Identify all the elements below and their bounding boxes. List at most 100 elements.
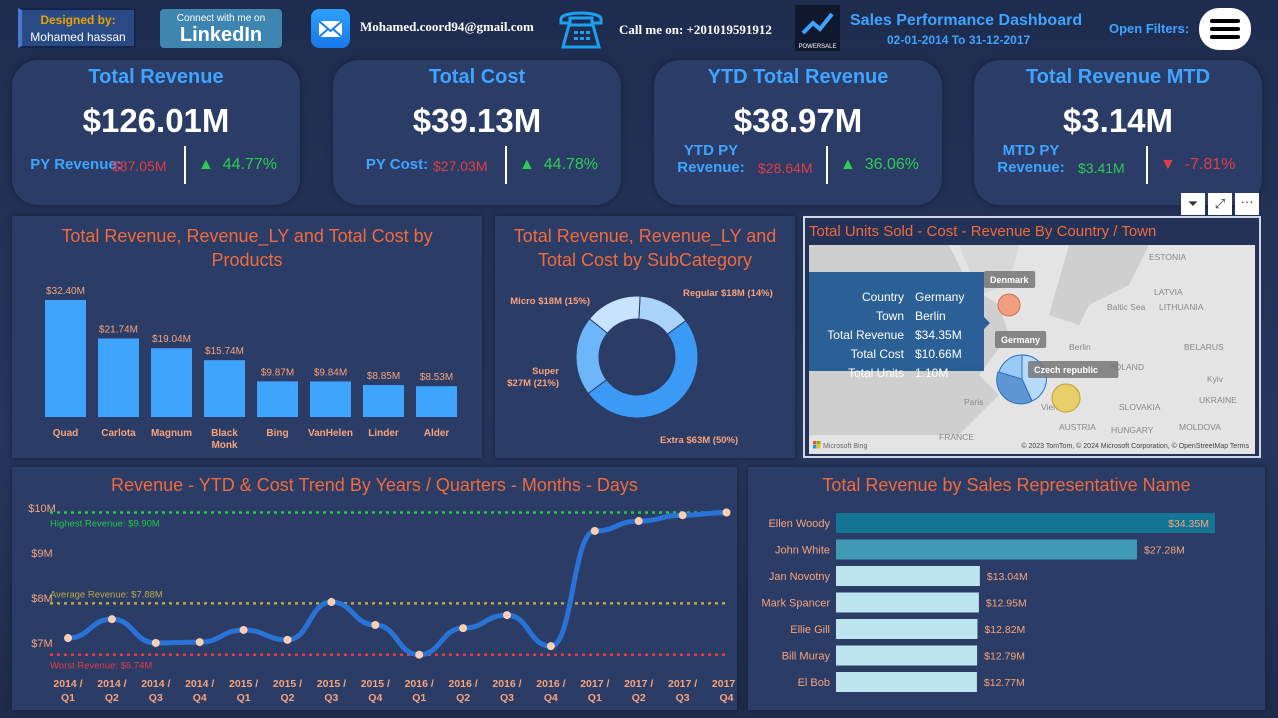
category-label: Alder	[424, 428, 450, 439]
data-point[interactable]	[64, 634, 72, 643]
bar[interactable]	[310, 381, 351, 417]
x-tick-label: 2016 /	[536, 678, 565, 690]
mail-icon[interactable]	[311, 9, 350, 48]
y-tick-label: $8M	[31, 593, 52, 605]
y-tick-label: $7M	[31, 638, 52, 650]
filter-icon[interactable]: ⏷	[1181, 193, 1205, 215]
bar[interactable]	[98, 338, 139, 417]
bar-data-label: $8.85M	[367, 371, 400, 382]
rep-bar[interactable]	[836, 645, 978, 666]
rep-name: El Bob	[798, 677, 830, 689]
map-place-label: BELARUS	[1184, 342, 1224, 352]
data-point[interactable]	[546, 642, 555, 651]
rep-bar[interactable]	[836, 592, 979, 613]
data-point[interactable]	[503, 611, 511, 620]
data-point[interactable]	[151, 639, 160, 647]
slice-label: Super	[532, 366, 559, 377]
kpi-value: $3.14M	[1062, 102, 1174, 139]
map-place-label: ESTONIA	[1149, 252, 1186, 262]
map-place-label: Berlin	[1069, 342, 1091, 352]
data-point[interactable]	[590, 526, 599, 535]
trend-chart-panel: Revenue - YTD & Cost Trend By Years / Qu…	[12, 467, 737, 710]
trend-line-chart: $7M $8M $9M $10M Highest Revenue: $9.90M Aver…	[28, 503, 737, 704]
data-point[interactable]	[195, 638, 204, 647]
revenue-line	[67, 510, 727, 658]
open-filters-label: Open Filters:	[1109, 21, 1190, 36]
data-point[interactable]	[722, 508, 731, 517]
bar[interactable]	[151, 348, 192, 417]
x-tick-label: 2016 /	[405, 678, 434, 690]
kpi-py-label: PY Revenue:	[30, 156, 122, 173]
data-point[interactable]	[459, 624, 468, 633]
menu-button[interactable]	[1199, 8, 1251, 50]
tooltip-key: Town	[876, 309, 904, 323]
kpi-title: Total Revenue MTD	[1025, 66, 1211, 88]
rep-bar[interactable]	[836, 619, 978, 639]
bar[interactable]	[45, 300, 86, 417]
bubble-czech[interactable]	[1051, 383, 1081, 413]
data-point[interactable]	[678, 511, 687, 520]
donut-slice[interactable]	[587, 319, 699, 419]
kpi-title: Total Cost	[428, 66, 526, 88]
data-point[interactable]	[415, 650, 424, 659]
email-link[interactable]: Mohamed.coord94@gmail.com	[360, 19, 534, 34]
data-point[interactable]	[283, 635, 292, 644]
x-tick-label: Q3	[676, 692, 690, 704]
kpi-value: $39.13M	[412, 102, 542, 139]
tooltip-key: Country	[862, 290, 904, 304]
rep-value-label: $13.04M	[987, 571, 1028, 583]
x-tick-label: Q2	[632, 692, 646, 704]
bar[interactable]	[416, 386, 457, 417]
bubble-label: Germany	[1001, 335, 1040, 345]
reference-line-label: Average Revenue: $7.88M	[50, 589, 163, 600]
x-tick-label: 2014 /	[97, 678, 126, 690]
rep-bar[interactable]	[836, 539, 1137, 560]
kpi-change: ▼ -7.81%	[1160, 156, 1235, 174]
bar[interactable]	[204, 360, 245, 417]
designer-badge: Designed by: Mohamed hassan	[18, 8, 136, 48]
bar[interactable]	[257, 381, 298, 417]
kpi-py-value: $27.03M	[433, 158, 488, 174]
map-copyright[interactable]: © 2023 TomTom, © 2024 Microsoft Corporat…	[1021, 442, 1249, 450]
tooltip-value: 1.10M	[915, 366, 948, 380]
x-tick-label: 2015 /	[317, 678, 346, 690]
category-label: Carlota	[101, 428, 136, 439]
slice-label: Regular $18M (14%)	[683, 288, 773, 299]
map-title: Total Units Sold - Cost - Revenue By Cou…	[809, 223, 1157, 240]
rep-bar[interactable]	[836, 672, 977, 692]
data-point[interactable]	[634, 517, 643, 526]
donut-slice[interactable]	[588, 295, 641, 334]
category-label: Bing	[266, 428, 288, 439]
rep-value-label: $12.77M	[984, 677, 1025, 689]
kpi-change-value: 44.78%	[543, 156, 598, 173]
bar-data-label: $9.84M	[314, 367, 347, 378]
rep-value-label: $12.82M	[984, 624, 1025, 636]
bubble-denmark[interactable]	[997, 293, 1021, 317]
data-point[interactable]	[327, 598, 336, 607]
bar[interactable]	[363, 385, 404, 417]
kpi-py-label: PY Cost:	[365, 156, 429, 173]
products-chart-title: Total Revenue, Revenue_LY and Total Cost…	[61, 226, 433, 270]
category-label: Black	[211, 428, 238, 439]
tooltip-key: Total Units	[848, 366, 904, 380]
x-tick-label: 2015 /	[273, 678, 302, 690]
rep-bar[interactable]	[836, 513, 1215, 533]
data-point[interactable]	[371, 621, 380, 629]
focus-mode-icon[interactable]: ⤢	[1208, 193, 1232, 215]
kpi-change-value: 44.77%	[222, 156, 277, 173]
linkedin-button[interactable]: Connect with me on LinkedIn	[160, 9, 282, 48]
arrow-down-icon: ▼	[1160, 156, 1176, 173]
rep-bar[interactable]	[836, 566, 980, 586]
data-point[interactable]	[107, 615, 116, 624]
divider	[1146, 146, 1148, 184]
x-tick-label: 2016 /	[492, 678, 521, 690]
x-tick-label: Q1	[412, 692, 426, 704]
linkedin-caption: Connect with me on	[176, 13, 266, 24]
kpi-py-label: MTD PY Revenue:	[997, 142, 1065, 176]
kpi-py-value: $3.41M	[1078, 160, 1125, 176]
data-point[interactable]	[239, 625, 248, 634]
more-options-icon[interactable]: ···	[1235, 193, 1259, 215]
x-tick-label: Q1	[237, 692, 251, 704]
bar-data-label: $19.04M	[152, 334, 191, 345]
